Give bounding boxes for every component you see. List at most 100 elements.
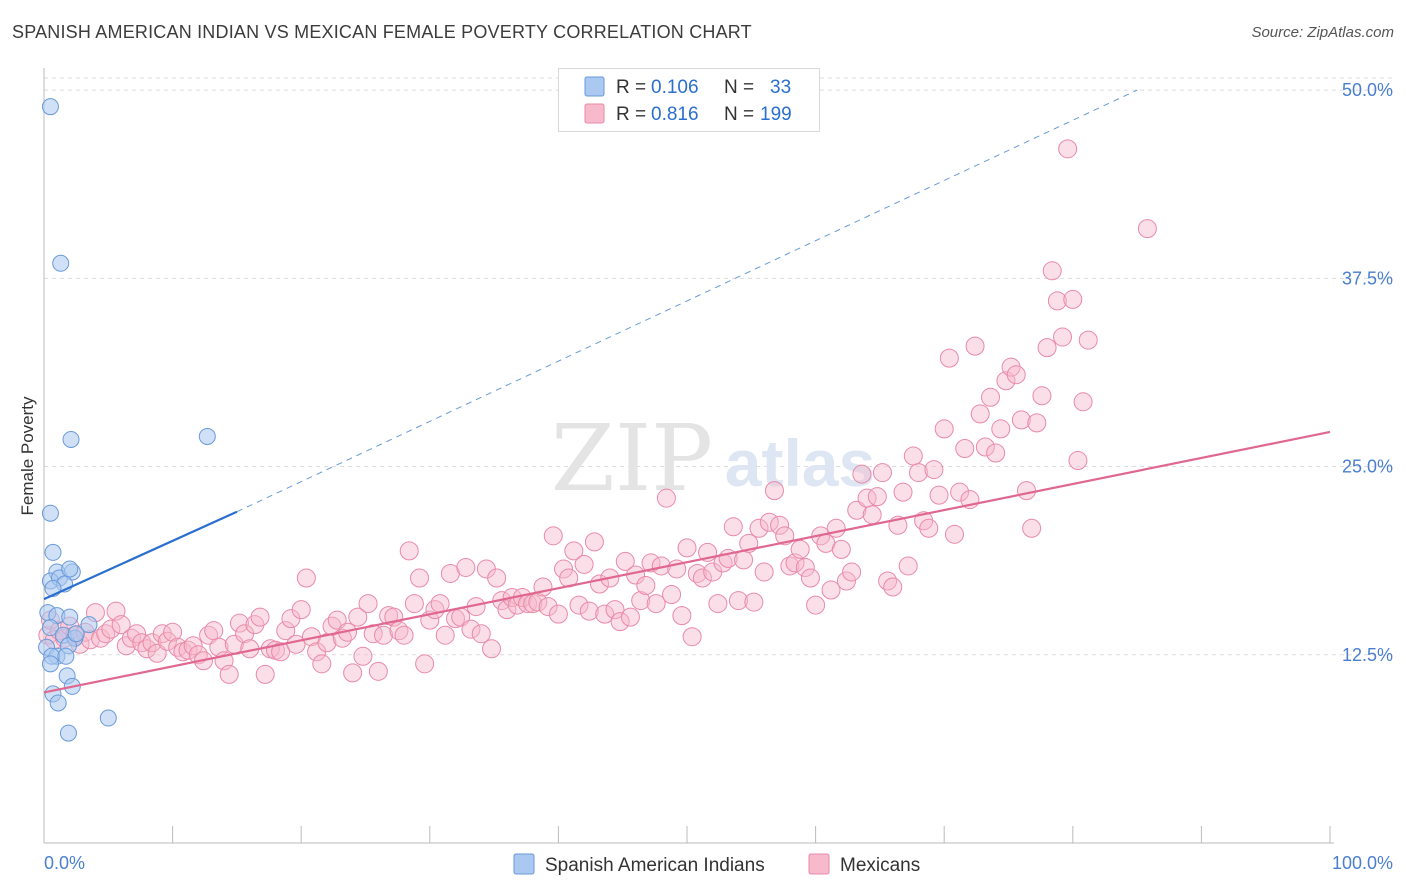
spanish-american-indians-point: [59, 724, 77, 742]
mexicans-point: [456, 557, 476, 577]
series-legend-svg: Spanish American Indians Mexicans: [513, 853, 920, 876]
mexicans-point: [394, 625, 414, 645]
mexicans-point: [204, 621, 224, 641]
mexicans-point: [770, 515, 790, 535]
spanish-american-indians-point: [198, 427, 216, 445]
mexicans-point: [1137, 219, 1157, 239]
mexicans-point: [574, 554, 594, 574]
mexicans-point: [482, 639, 502, 659]
mexicans-point: [548, 604, 568, 624]
mexicans-point: [852, 464, 872, 484]
mexicans-point: [980, 387, 1000, 407]
mexicans-point: [764, 481, 784, 501]
mexicans-point: [1073, 392, 1093, 412]
mexicans-point: [682, 627, 702, 647]
stats-legend-svg: R = 0.106 N = 33 R = 0.816 N = 199: [584, 76, 792, 125]
mexicans-point: [991, 419, 1011, 439]
mexicans-point: [677, 538, 697, 558]
series-legend-label-pink: Mexicans: [840, 855, 920, 876]
mexicans-points: [38, 139, 1157, 684]
mexicans-point: [908, 463, 928, 483]
legend-r-value-1: 0.816: [651, 104, 699, 125]
y-tick-label-1: 25.0%: [1342, 457, 1393, 477]
legend-swatch-blue: [584, 76, 605, 97]
spanish-american-indians-trend-line: [43, 510, 238, 601]
mexicans-point: [183, 636, 203, 656]
mexicans-point: [754, 562, 774, 582]
legend-r-label-0: R =: [616, 77, 646, 98]
mexicans-point: [919, 518, 939, 538]
mexicans-point: [348, 607, 368, 627]
mexicans-point: [147, 643, 167, 663]
mexicans-point: [965, 336, 985, 356]
y-axis-label: Female Poverty: [18, 396, 37, 516]
watermark: ZIP atlas: [551, 405, 875, 512]
mexicans-point: [219, 664, 239, 684]
mexicans-point: [898, 556, 918, 576]
mexicans-point: [790, 539, 810, 559]
mexicans-point: [636, 576, 656, 596]
mexicans-point: [538, 597, 558, 617]
mexicans-point: [250, 607, 270, 627]
mexicans-point: [646, 594, 666, 614]
mexicans-point: [975, 437, 995, 457]
mexicans-point: [872, 463, 892, 483]
mexicans-point: [1032, 386, 1052, 406]
mexicans-point: [615, 551, 635, 571]
mexicans-point: [806, 595, 826, 615]
mexicans-point: [353, 646, 373, 666]
spanish-american-indians-point: [41, 98, 59, 116]
chart-title: SPANISH AMERICAN INDIAN VS MEXICAN FEMAL…: [12, 22, 752, 42]
mexicans-point: [662, 585, 682, 605]
mexicans-point: [862, 505, 882, 525]
x-tick-label-0: 0.0%: [44, 853, 85, 873]
spanish-american-indians-point: [41, 655, 59, 673]
spanish-american-indians-point: [61, 608, 79, 626]
mexicans-point: [800, 568, 820, 588]
mexicans-point: [564, 541, 584, 561]
mexicans-point: [821, 580, 841, 600]
y-tick-label-2: 37.5%: [1342, 268, 1393, 288]
mexicans-point: [111, 615, 131, 635]
series-legend-swatch-blue: [513, 853, 535, 875]
mexicans-point: [127, 624, 147, 644]
mexicans-point: [610, 612, 630, 632]
mexicans-point: [950, 482, 970, 502]
mexicans-point: [734, 550, 754, 570]
mexicans-point: [271, 642, 291, 662]
mexicans-point: [343, 663, 363, 683]
mexicans-point: [1017, 481, 1037, 501]
mexicans-point: [399, 541, 419, 561]
mexicans-point: [255, 664, 275, 684]
mexicans-point: [1078, 330, 1098, 350]
stats-legend: R = 0.106 N = 33 R = 0.816 N = 199: [558, 68, 820, 132]
spanish-american-indians-point: [67, 625, 85, 643]
mexicans-point: [461, 619, 481, 639]
mexicans-point: [497, 600, 517, 620]
source-note: Source: ZipAtlas.com: [1251, 24, 1394, 41]
mexicans-point: [847, 500, 867, 520]
mexicans-point: [1011, 410, 1031, 430]
mexicans-point: [780, 556, 800, 576]
mexicans-point: [404, 594, 424, 614]
y-tick-label-3: 50.0%: [1342, 80, 1393, 100]
mexicans-point: [358, 594, 378, 614]
mexicans-point: [867, 487, 887, 507]
axes: [43, 68, 1334, 844]
mexicans-point: [327, 610, 347, 630]
mexicans-point: [584, 532, 604, 552]
mexicans-point: [903, 446, 923, 466]
mexicans-point: [883, 577, 903, 597]
mexicans-point: [723, 517, 743, 537]
mexicans-point: [1027, 413, 1047, 433]
spanish-american-indians-point: [80, 616, 98, 634]
mexicans-point: [1068, 451, 1088, 471]
spanish-american-indians-point: [57, 647, 75, 665]
watermark-atlas: atlas: [725, 426, 875, 500]
mexicans-point: [1006, 365, 1026, 385]
mexicans-point: [1058, 139, 1078, 159]
series-legend-label-blue: Spanish American Indians: [545, 855, 765, 876]
mexicans-point: [487, 568, 507, 588]
spanish-american-indians-trend-extension: [236, 89, 1138, 513]
